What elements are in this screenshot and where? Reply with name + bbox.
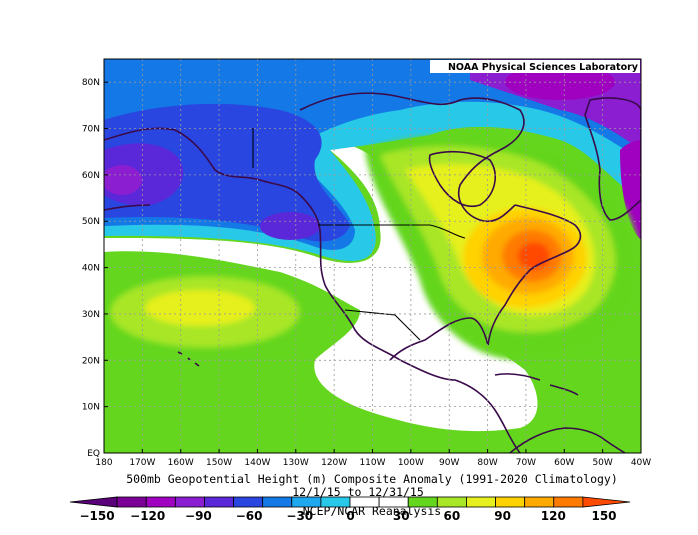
greenland-low xyxy=(620,140,641,240)
neutral-band xyxy=(104,144,538,432)
lat-tick-label: 10N xyxy=(82,403,100,413)
colorbar-tick-label: 150 xyxy=(591,509,616,523)
colorbar-tick-label: −60 xyxy=(236,509,263,523)
colorbar-tick-label: −150 xyxy=(79,509,114,523)
subtropical-pacific-high xyxy=(110,276,300,348)
lat-tick-label: 60N xyxy=(82,171,100,181)
lon-tick-label: 60W xyxy=(554,458,574,468)
lat-tick-label: 20N xyxy=(82,356,100,366)
colorbar-swatch xyxy=(524,496,555,508)
colorbar-swatch xyxy=(116,496,147,508)
coastlines xyxy=(104,92,641,453)
colorbar-swatch xyxy=(320,496,351,508)
lon-tick-label: 110W xyxy=(359,458,385,468)
colorbar-swatch xyxy=(436,496,467,508)
credit-box xyxy=(430,60,640,73)
colorbar-swatch xyxy=(291,496,322,508)
lon-tick-label: 90W xyxy=(439,458,459,468)
colorbar-tick-label: −120 xyxy=(130,509,165,523)
colorbar-swatch xyxy=(378,496,409,508)
colorbar-swatch xyxy=(174,496,205,508)
lat-tick-label: EQ xyxy=(87,449,100,459)
borders xyxy=(252,128,466,341)
colorbar-swatch xyxy=(495,496,526,508)
colorbar-swatch xyxy=(262,496,293,508)
gridlines xyxy=(104,59,641,453)
colorbar-swatch xyxy=(349,496,380,508)
lon-tick-label: 160W xyxy=(168,458,194,468)
nw-pacific-low xyxy=(260,212,320,240)
lon-tick-label: 130W xyxy=(283,458,309,468)
lon-ticks: 180 170W 160W 150W 140W 130W 120W 110W 100W 90W 80… xyxy=(95,449,651,468)
alaska-low-core xyxy=(104,165,142,195)
colorbar-tick-label: 0 xyxy=(346,509,354,523)
lon-tick-label: 50W xyxy=(592,458,612,468)
date-range: 12/1/15 to 12/31/15 xyxy=(292,485,424,499)
lat-tick-label: 30N xyxy=(82,310,100,320)
lon-tick-label: 120W xyxy=(321,458,347,468)
colorbar-swatch xyxy=(553,496,584,508)
colorbar-tick-label: 30 xyxy=(393,509,410,523)
lat-tick-label: 40N xyxy=(82,264,100,274)
lat-tick-label: 80N xyxy=(82,78,100,88)
colorbar-swatch xyxy=(407,496,438,508)
colorbar-tick-label: −30 xyxy=(286,509,313,523)
lon-tick-label: 180 xyxy=(95,458,112,468)
colorbar xyxy=(69,496,631,508)
lon-tick-label: 70W xyxy=(516,458,536,468)
map-title: 500mb Geopotential Height (m) Composite … xyxy=(126,472,618,486)
lat-ticks: 80N 70N 60N 50N 40N 30N 20N 10N EQ xyxy=(82,78,108,459)
colorbar-tick-label: 120 xyxy=(541,509,566,523)
lat-tick-label: 50N xyxy=(82,217,100,227)
lon-tick-label: 100W xyxy=(398,458,424,468)
source-text: NCEP/NCAR Reanalysis xyxy=(303,504,441,518)
positive-anomaly-east xyxy=(365,135,641,360)
lon-tick-label: 40W xyxy=(631,458,651,468)
colorbar-swatch xyxy=(145,496,176,508)
colorbar-swatch xyxy=(69,496,118,508)
colorbar-swatch xyxy=(204,496,234,508)
lon-tick-label: 80W xyxy=(477,458,497,468)
lon-tick-label: 170W xyxy=(129,458,155,468)
colorbar-tick-label: −90 xyxy=(185,509,212,523)
colorbar-swatch xyxy=(233,496,264,508)
colorbar-tick-label: 90 xyxy=(494,509,511,523)
lon-tick-label: 150W xyxy=(206,458,232,468)
map-panel xyxy=(104,59,641,453)
pacific-low xyxy=(104,103,350,242)
colorbar-swatch xyxy=(582,496,631,508)
lon-tick-label: 140W xyxy=(244,458,270,468)
colorbar-tick-label: 60 xyxy=(444,509,461,523)
colorbar-labels: −150 −120 −90 −60 −30 0 30 60 90 120 150 xyxy=(79,509,616,523)
lat-tick-label: 70N xyxy=(82,125,100,135)
credit-text: NOAA Physical Sciences Laboratory xyxy=(448,62,639,73)
colorbar-swatch xyxy=(466,496,496,508)
